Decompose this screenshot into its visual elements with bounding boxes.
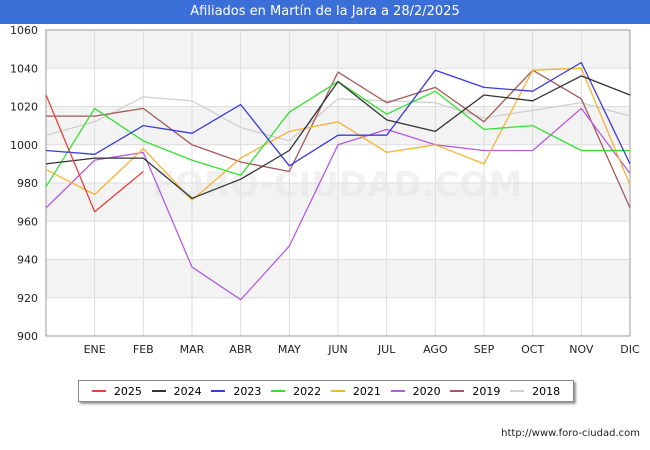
legend-item-2021: 2021 bbox=[330, 384, 381, 398]
y-tick-label: 1000 bbox=[10, 139, 38, 152]
y-tick-label: 980 bbox=[17, 177, 38, 190]
legend-item-2018: 2018 bbox=[510, 385, 560, 398]
series-line-2024 bbox=[45, 75, 631, 199]
x-tick-labels: ENE FEB MAR ABR MAY JUN JUL AGO SEP OCT NOV DIC bbox=[84, 343, 640, 356]
legend-item-2022: 2022 bbox=[271, 385, 321, 398]
legend-label: 2021 bbox=[352, 384, 381, 398]
y-tick-label: 1060 bbox=[10, 24, 38, 37]
series-line-2023 bbox=[45, 61, 631, 167]
legend-label: 2023 bbox=[233, 384, 262, 398]
x-tick-label: MAY bbox=[278, 343, 301, 356]
chart-title: Afiliados en Martín de la Jara a 28/2/20… bbox=[0, 0, 650, 24]
x-tick-label: FEB bbox=[133, 343, 154, 356]
x-tick-label: MAR bbox=[180, 343, 205, 356]
legend-swatch bbox=[450, 390, 465, 392]
legend-label: 2019 bbox=[472, 384, 501, 398]
x-tick-label: ENE bbox=[84, 343, 106, 356]
series-line-2021 bbox=[45, 67, 631, 201]
legend-swatch bbox=[211, 390, 226, 392]
legend-label: 2024 bbox=[173, 384, 202, 398]
x-tick-label: OCT bbox=[521, 343, 544, 356]
y-tick-label: 1020 bbox=[10, 101, 38, 114]
y-tick-labels: 900 920 940 960 980 1000 1020 1040 1060 bbox=[10, 24, 38, 343]
series-line-2025 bbox=[45, 94, 144, 213]
y-tick-label: 920 bbox=[17, 292, 38, 305]
legend-swatch bbox=[151, 390, 166, 392]
footer-url[interactable]: http://www.foro-ciudad.com bbox=[501, 428, 640, 439]
y-tick-label: 1040 bbox=[10, 62, 38, 75]
x-tick-label: NOV bbox=[569, 343, 594, 356]
legend-item-2023: 2023 bbox=[211, 385, 261, 398]
x-tick-label: ABR bbox=[229, 343, 252, 356]
series-line-2020 bbox=[45, 107, 631, 301]
legend-swatch bbox=[510, 390, 525, 392]
legend-label: 2022 bbox=[293, 384, 322, 398]
legend-label: 2018 bbox=[532, 384, 561, 398]
x-tick-label: AGO bbox=[423, 343, 448, 356]
line-chart: FORO-CIUDAD.COM 900 920 940 960 980 1000 1020 1… bbox=[10, 24, 640, 356]
legend-swatch bbox=[330, 390, 345, 392]
legend-swatch bbox=[390, 390, 405, 392]
watermark: FORO-CIUDAD.COM bbox=[152, 165, 523, 205]
x-tick-label: JUL bbox=[377, 343, 396, 356]
y-tick-label: 900 bbox=[17, 330, 38, 343]
legend-swatch bbox=[271, 390, 286, 392]
y-tick-label: 940 bbox=[17, 254, 38, 267]
x-tick-label: DIC bbox=[620, 343, 640, 356]
legend-swatch bbox=[91, 390, 106, 392]
legend-label: 2020 bbox=[412, 384, 441, 398]
legend-item-2020: 2020 bbox=[390, 384, 441, 398]
x-tick-label: JUN bbox=[327, 343, 348, 356]
series-lines bbox=[45, 61, 631, 301]
legend-label: 2025 bbox=[113, 384, 142, 398]
y-tick-label: 960 bbox=[17, 215, 38, 228]
legend: 2025 2024 2023 2022 2021 2020 2019 2018 bbox=[78, 380, 574, 402]
plot-border bbox=[45, 29, 631, 337]
legend-item-2019: 2019 bbox=[450, 385, 500, 398]
series-line-2018 bbox=[45, 96, 631, 142]
legend-item-2024: 2024 bbox=[151, 384, 202, 398]
x-tick-label: SEP bbox=[474, 343, 495, 356]
legend-item-2025: 2025 bbox=[91, 384, 142, 398]
